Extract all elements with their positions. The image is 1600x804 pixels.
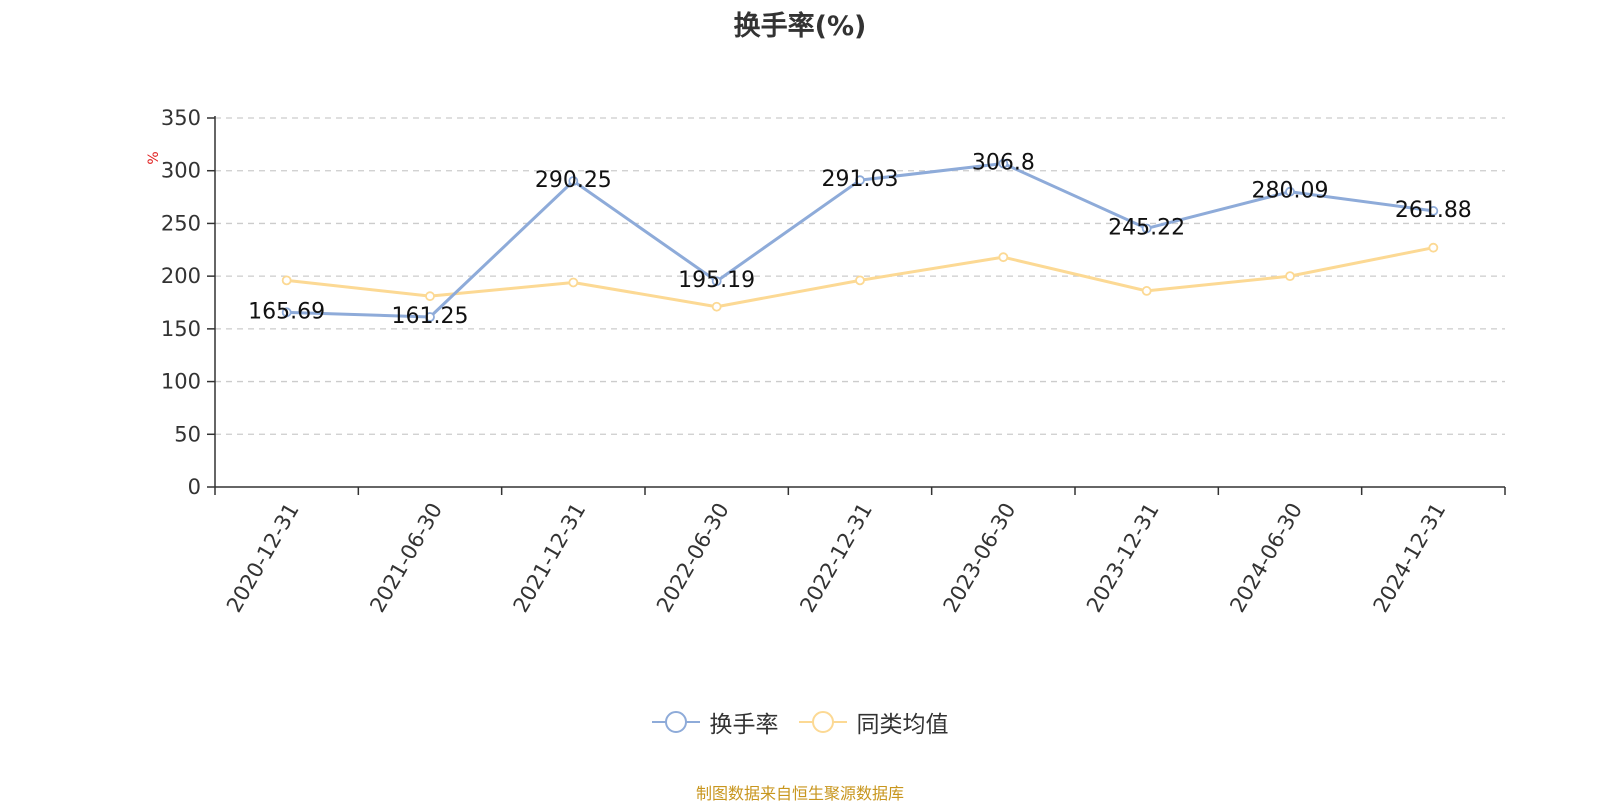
source-note: 制图数据来自恒生聚源数据库 [695,784,904,803]
data-point-1 [425,291,435,302]
x-tick-label: 2020-12-31 [222,499,304,617]
data-point-0 [1428,206,1439,216]
data-label: 291.03 [822,167,899,192]
x-tick-label: 2023-12-31 [1082,499,1164,617]
legend-item-turnover[interactable]: 换手率 [651,705,779,739]
y-tick-label: 350 [161,106,201,130]
x-tick-label: 2022-12-31 [795,499,877,617]
x-tick-label: 2021-12-31 [509,499,591,617]
legend-label-peer-average: 同类均值 [856,712,949,738]
data-point-1 [1285,271,1295,282]
data-point-0 [711,276,722,287]
data-point-1 [998,252,1009,263]
x-tick-label: 2023-06-30 [939,499,1021,617]
data-labels: 165.69 161.25 290.25 195.19 291.03 306.8 245.2… [248,151,1472,329]
x-tick-label: 2021-06-30 [365,499,447,617]
data-label: 161.25 [392,304,469,329]
legend-marker-peer-average [798,711,847,733]
data-label: 290.25 [535,168,612,193]
data-label: 245.22 [1108,215,1185,240]
grid-lines [215,117,1505,435]
y-tick-label: 250 [161,211,201,235]
y-tick-label: 50 [174,422,201,446]
series-group [281,158,1439,322]
data-point-1 [1428,242,1439,253]
legend-label-turnover: 换手率 [709,712,779,738]
y-tick-label: 200 [161,264,201,288]
data-point-0 [568,176,579,186]
data-point-1 [568,277,579,288]
data-label: 261.88 [1395,198,1472,223]
data-point-0 [1141,223,1152,234]
y-tick-label: 0 [188,475,201,499]
legend-item-peer-average[interactable]: 同类均值 [798,705,949,739]
axes [214,116,1505,488]
y-tick-label: 100 [161,370,201,394]
legend-marker-turnover [651,711,700,733]
chart-title: 换手率(%) [733,11,867,42]
legend: 换手率 同类均值 [0,705,1600,739]
y-tick-label: 300 [161,159,201,183]
y-axis-unit: % [146,151,162,164]
data-point-0 [1285,186,1295,197]
data-point-0 [855,175,865,186]
data-point-1 [711,301,722,312]
data-point-0 [998,158,1009,169]
data-label: 195.19 [678,268,755,293]
data-label: 280.09 [1252,179,1329,204]
data-label: 165.69 [248,299,325,324]
data-point-1 [281,275,292,286]
y-axis-ticks: 0 50 100 150 200 250 300 350 [161,106,215,499]
data-point-1 [855,275,865,286]
x-axis-ticks: 2020-12-31 2021-06-30 2021-12-31 2022-06-30… [214,487,1506,617]
data-point-0 [425,312,435,322]
data-point-0 [281,307,292,318]
x-tick-label: 2024-06-30 [1225,499,1307,617]
y-tick-label: 150 [161,317,201,341]
x-tick-label: 2024-12-31 [1369,499,1451,617]
data-point-1 [1141,286,1152,296]
data-label: 306.8 [972,151,1035,176]
x-tick-label: 2022-06-30 [652,499,734,617]
